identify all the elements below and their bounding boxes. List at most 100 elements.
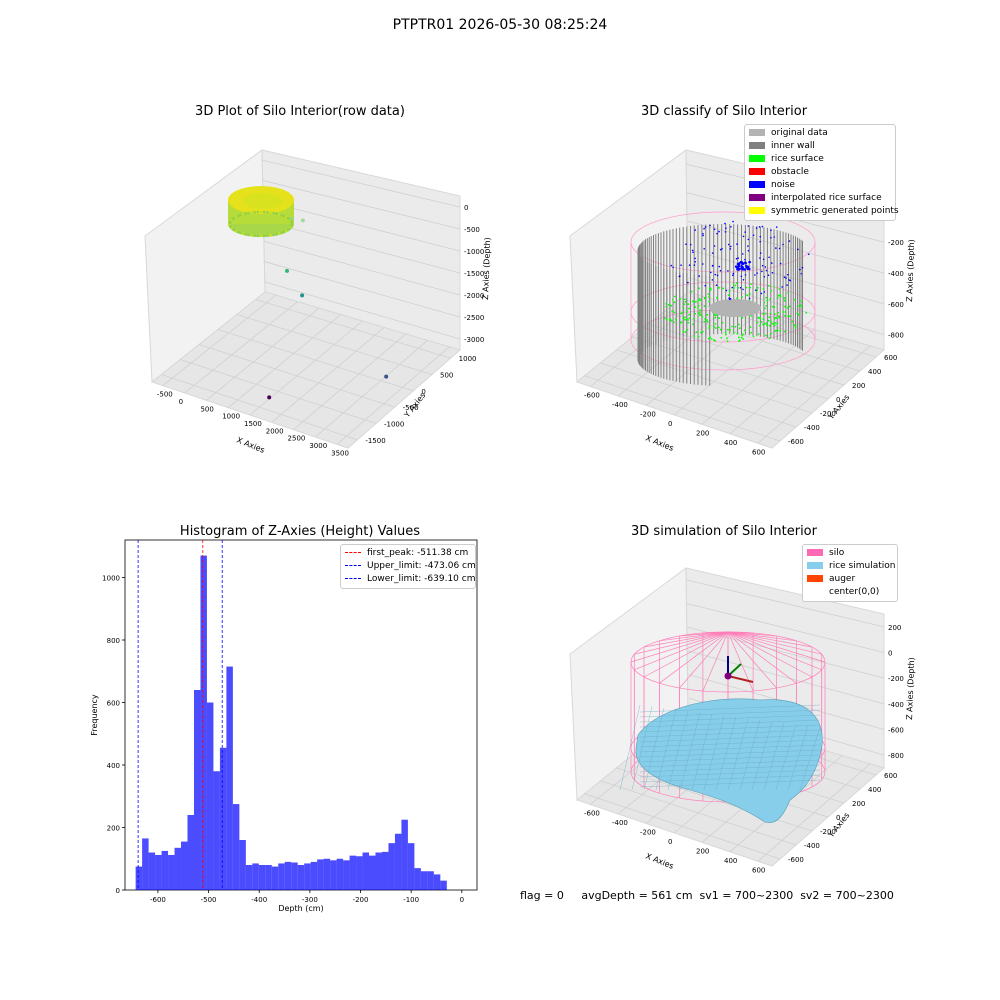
noise-point <box>732 220 734 223</box>
noise-point <box>747 249 750 252</box>
x-tick-label: 1500 <box>244 420 262 428</box>
noise-point <box>715 284 718 287</box>
mesh-line <box>639 779 821 788</box>
histogram-xlabel: Depth (cm) <box>278 904 323 913</box>
histogram-bar <box>433 874 441 891</box>
grid-line <box>264 281 461 340</box>
y-tick-label: 600 <box>107 700 120 708</box>
rice-point <box>726 340 729 343</box>
silo-roof-rib <box>643 631 729 648</box>
x-tick-label: 3000 <box>309 442 327 450</box>
rice-point <box>692 323 694 326</box>
noise-point <box>787 273 789 276</box>
noise-point <box>725 289 728 292</box>
rice-point <box>736 297 738 300</box>
x-tick-label: 0 <box>460 896 464 904</box>
histogram-bar <box>356 856 363 890</box>
histogram-bar <box>232 804 240 890</box>
z-tick-label: -200 <box>888 675 904 683</box>
legend-item: rice simulation <box>807 560 895 573</box>
noise-point <box>685 243 687 245</box>
x-tick-label: 400 <box>724 439 737 447</box>
noise-point <box>761 264 764 267</box>
legend-swatch <box>807 562 823 569</box>
noise-point <box>702 233 704 235</box>
x-tick-label: -100 <box>403 896 419 904</box>
panel2-center-disc <box>709 299 761 317</box>
rice-point <box>693 317 695 320</box>
rice-point <box>783 299 786 302</box>
rice-point <box>714 316 717 319</box>
histogram-bar <box>375 852 382 890</box>
rice-point <box>776 322 779 325</box>
silo-point <box>256 234 260 238</box>
silo-point <box>241 232 245 235</box>
noise-point <box>702 263 704 265</box>
y-tick-label: 400 <box>868 786 881 794</box>
x-tick-label: -600 <box>584 392 600 400</box>
silo-roof-rib <box>727 631 822 655</box>
mesh-line <box>631 706 653 791</box>
legend-item: original data <box>749 127 891 140</box>
noise-point <box>778 247 781 250</box>
rice-point <box>714 323 717 325</box>
x-tick-label: 0 <box>668 420 672 428</box>
noise-point <box>732 274 734 277</box>
rice-point <box>695 331 698 334</box>
noise-point <box>719 248 722 251</box>
panel4-zlabel: Z Axies (Depth) <box>905 657 916 720</box>
histogram-bar <box>420 871 428 890</box>
x-tick-label: 500 <box>200 405 213 413</box>
rice-point <box>710 338 713 340</box>
noise-cluster-point <box>734 265 738 268</box>
noise-point <box>754 274 756 276</box>
rice-point <box>734 325 737 328</box>
x-tick-label: 200 <box>696 429 709 437</box>
mesh-line <box>639 714 821 723</box>
grid-line <box>664 310 861 372</box>
noise-point <box>764 266 767 268</box>
noise-point <box>752 234 755 237</box>
noise-point <box>761 270 763 273</box>
noise-point <box>711 252 714 254</box>
noise-cluster-point <box>741 262 744 265</box>
noise-point <box>710 271 712 274</box>
panel1-xlabel: X Axies <box>235 436 266 455</box>
rice-point <box>788 315 791 318</box>
x-tick-label: 1000 <box>222 413 240 421</box>
rice-point <box>756 289 759 292</box>
mesh-line <box>639 754 821 763</box>
rice-point <box>750 315 753 317</box>
rice-point <box>726 337 728 339</box>
x-tick-label: -500 <box>157 391 173 399</box>
rice-point <box>757 333 760 336</box>
rice-point <box>701 330 704 333</box>
y-tick-label: -1000 <box>384 421 404 429</box>
legend-item: first_peak: -511.38 cm <box>345 547 471 560</box>
histogram-bar <box>181 841 188 890</box>
panel2-noise <box>670 220 810 301</box>
noise-point <box>767 274 770 277</box>
noise-point <box>694 261 697 263</box>
y-tick-label: 400 <box>107 762 120 770</box>
panel1-outlier-points <box>228 210 389 400</box>
rice-point <box>671 298 674 301</box>
mesh-line <box>639 759 821 768</box>
rice-point <box>714 327 717 329</box>
noise-point <box>721 247 723 250</box>
rice-point <box>675 318 677 321</box>
silo-roof-rib <box>634 631 729 655</box>
outlier-point <box>300 293 305 298</box>
histogram-bar <box>297 865 305 890</box>
noise-point <box>737 257 739 259</box>
mesh-line <box>643 707 665 791</box>
noise-point <box>711 265 714 267</box>
panel3-plot-area <box>124 539 478 891</box>
y-tick-label: 0 <box>836 814 840 822</box>
legend-line <box>345 578 361 579</box>
noise-point <box>716 274 719 277</box>
outlier-point <box>285 268 289 273</box>
panel1-title: 3D Plot of Silo Interior(row data) <box>195 104 405 119</box>
silo-point <box>244 233 247 236</box>
